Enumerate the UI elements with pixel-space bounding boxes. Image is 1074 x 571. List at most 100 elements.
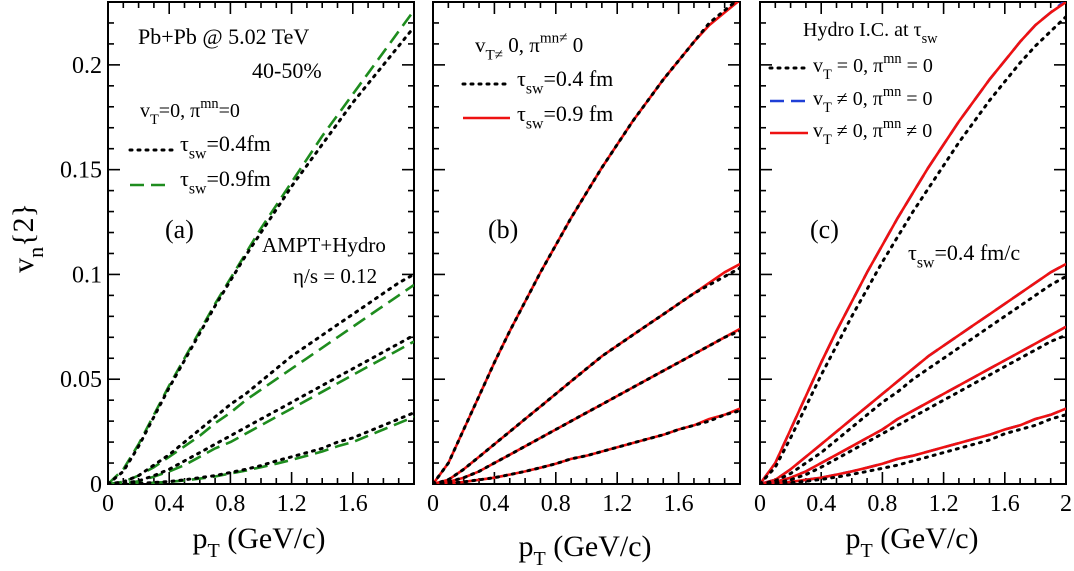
legend-item-0-label: τsw=0.4fm bbox=[180, 131, 271, 163]
panel-label-a: (a) bbox=[165, 215, 194, 244]
legend-item-2-label-part-1: T bbox=[823, 132, 832, 148]
annotation-centrality: 40-50% bbox=[252, 58, 322, 83]
legend-item-1-label-part-1: sw bbox=[526, 116, 544, 133]
panel-curves bbox=[108, 9, 414, 484]
series-line-v2-dotted bbox=[760, 15, 1066, 484]
annotation-condition: vT≠ 0, πmn≠ 0 bbox=[475, 31, 583, 64]
x-tick-label: 0 bbox=[754, 491, 766, 517]
legend-item-0-label: vT = 0, πmn = 0 bbox=[813, 51, 933, 83]
legend-item-2-label-part-3: mn bbox=[883, 116, 901, 132]
legend-item-1-label: vT ≠ 0, πmn = 0 bbox=[813, 84, 933, 116]
annotation-condition-part-2: 0, π bbox=[503, 33, 540, 57]
annotation-centrality-part-0: 40-50% bbox=[252, 58, 322, 83]
x-tick-label: 0.4 bbox=[806, 491, 836, 517]
legend-item-1-label-part-2: =0.9 fm bbox=[543, 101, 613, 126]
legend-item-1-label-part-2: ≠ 0, π bbox=[832, 88, 883, 110]
x-tick-label: 2 bbox=[1060, 491, 1072, 517]
x-tick-label: 0 bbox=[102, 491, 114, 517]
x-tick-label: 0.8 bbox=[541, 491, 571, 517]
series-line-v3-dotted bbox=[108, 272, 414, 484]
annotation-title: Hydro I.C. at τsw bbox=[803, 19, 938, 47]
legend-item-0-label-part-0: v bbox=[813, 55, 823, 77]
annotation-condition-part-2: =0, π bbox=[159, 100, 200, 122]
x-axis-title-a: pT (GeV/c) bbox=[193, 522, 326, 562]
annotation-condition-part-1: T bbox=[150, 112, 159, 128]
y-axis-title: vn{2} bbox=[7, 203, 48, 273]
legend-item-2-label: vT ≠ 0, πmn ≠ 0 bbox=[813, 116, 932, 148]
legend-item-1-label-part-4: = 0 bbox=[901, 88, 932, 110]
annotation-viscosity-part-0: η/s = 0.12 bbox=[293, 264, 377, 288]
series-line-v4-dashed bbox=[108, 340, 414, 484]
legend-item-1-label-part-0: v bbox=[813, 88, 823, 110]
x-axis-title-c-main: p bbox=[846, 522, 861, 555]
legend-item-0-label-part-2: =0.4 fm bbox=[543, 66, 613, 91]
series-line-v3-dotted bbox=[760, 275, 1066, 484]
series-line-v5-dotted bbox=[108, 411, 414, 484]
series-line-v5-dotted bbox=[760, 413, 1066, 484]
series-line-v4-solid bbox=[760, 325, 1066, 484]
panel-0: 0 0.4 0.8 1.2 1.6 0 0.05 0.1 0.15 0.2 Pb+Pb @ 5.02… bbox=[60, 1, 415, 517]
x-axis-title-b: pT (GeV/c) bbox=[519, 530, 652, 570]
legend-item-0-label-part-0: τ bbox=[517, 66, 526, 91]
legend-item-2-label-part-4: ≠ 0 bbox=[901, 120, 932, 142]
annotation-model-part-0: AMPT+Hydro bbox=[262, 233, 386, 257]
x-tick-label: 1.6 bbox=[990, 491, 1020, 517]
legend-item-2-label-part-0: v bbox=[813, 120, 823, 142]
series-line-v5-dotted bbox=[433, 409, 740, 484]
legend-item-0-label-part-1: T bbox=[823, 67, 832, 83]
y-tick-label: 0.2 bbox=[72, 53, 102, 79]
annotation-tau-part-2: =0.4 fm/c bbox=[934, 240, 1020, 265]
legend-item-1-label-part-2: =0.9fm bbox=[206, 166, 270, 191]
legend-item-0-label-part-3: mn bbox=[883, 51, 901, 67]
legend-item-1-label-part-0: τ bbox=[517, 101, 526, 126]
series-line-v4-dotted bbox=[108, 333, 414, 484]
series-line-v5-solid bbox=[760, 407, 1066, 484]
y-axis-title-sub: n bbox=[23, 247, 48, 258]
series-line-v2-solid bbox=[760, 2, 1066, 484]
annotation-condition: vT=0, πmn=0 bbox=[140, 96, 240, 128]
x-axis-title-b-main: p bbox=[519, 530, 534, 563]
panel-label-c: (c) bbox=[810, 215, 839, 244]
legend-item-1-label-part-1: T bbox=[823, 100, 832, 116]
y-axis-title-tail: {2} bbox=[7, 203, 40, 247]
x-axis-title-c-sub: T bbox=[861, 540, 873, 562]
annotation-model: AMPT+Hydro bbox=[262, 233, 386, 257]
x-axis-title-c-tail: (GeV/c) bbox=[873, 522, 979, 555]
annotation-condition-part-0: v bbox=[475, 33, 486, 57]
series-line-v4-solid bbox=[433, 327, 740, 484]
x-tick-label: 1.2 bbox=[602, 491, 632, 517]
panel-curves bbox=[433, 2, 740, 484]
annotation-condition-part-4: 0 bbox=[568, 33, 584, 57]
legend-item-0-label-part-1: sw bbox=[189, 146, 207, 163]
legend-item-0-label-part-4: = 0 bbox=[902, 55, 933, 77]
y-tick-label: 0.15 bbox=[60, 158, 102, 184]
annotation-viscosity: η/s = 0.12 bbox=[293, 264, 377, 288]
legend-item-0-label-part-2: =0.4fm bbox=[206, 131, 270, 156]
x-tick-label: 0.8 bbox=[867, 491, 897, 517]
x-tick-label: 0.4 bbox=[479, 491, 509, 517]
legend-item-0-label-part-2: = 0, π bbox=[832, 55, 883, 77]
x-tick-label: 1.2 bbox=[929, 491, 959, 517]
annotation-title-part-1: sw bbox=[922, 31, 939, 47]
x-axis-title-a-sub: T bbox=[208, 540, 220, 562]
x-axis-title-a-tail: (GeV/c) bbox=[220, 522, 326, 555]
legend-item-0-label: τsw=0.4 fm bbox=[517, 66, 613, 98]
annotation-condition-part-3: mn bbox=[200, 96, 218, 112]
legend-item-1-label: τsw=0.9fm bbox=[180, 166, 271, 198]
series-line-v3-dashed bbox=[760, 262, 1066, 484]
panels-layer: 0 0.4 0.8 1.2 1.6 0 0.05 0.1 0.15 0.2 Pb+Pb @ 5.02… bbox=[60, 1, 1072, 517]
annotation-condition-part-1: T≠ bbox=[486, 47, 504, 63]
x-axis-title-c: pT (GeV/c) bbox=[846, 522, 979, 562]
x-axis-title-a-main: p bbox=[193, 522, 208, 555]
panel-label-b: (b) bbox=[488, 215, 518, 244]
annotation-tau-part-1: sw bbox=[917, 255, 935, 272]
series-line-v2-dotted bbox=[433, 2, 738, 484]
x-tick-label: 1.2 bbox=[277, 491, 307, 517]
x-tick-label: 1.6 bbox=[664, 491, 694, 517]
annotation-condition-part-0: v bbox=[140, 100, 150, 122]
y-tick-label: 0.1 bbox=[72, 262, 102, 288]
y-tick-label: 0.05 bbox=[60, 367, 102, 393]
legend-item-1-label-part-3: mn bbox=[883, 84, 901, 100]
